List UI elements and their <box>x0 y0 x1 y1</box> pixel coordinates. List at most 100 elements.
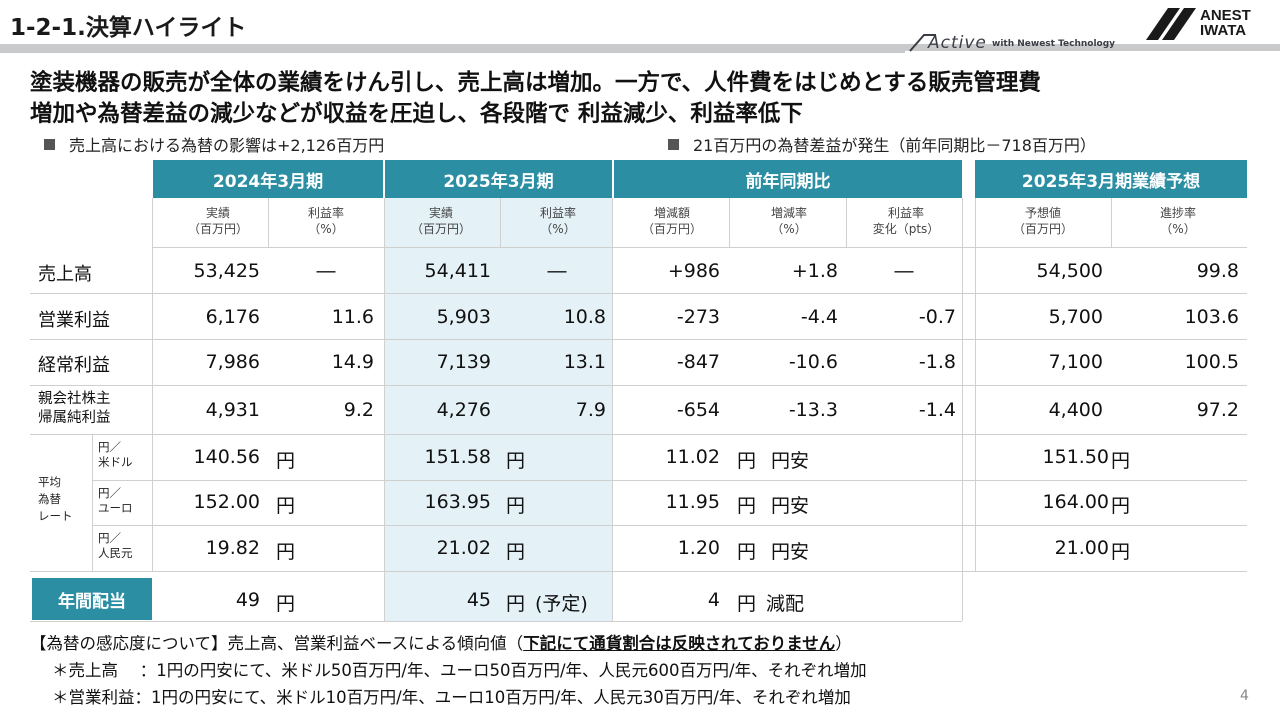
subheader-actual: 実績 （百万円） <box>393 205 489 237</box>
row-separator <box>30 621 962 622</box>
cell-mchg: -1.8 <box>918 351 956 373</box>
yen-unit: 円 <box>276 495 296 517</box>
row-label-net-income: 親会社株主 帰属純利益 <box>38 390 111 428</box>
col-separator <box>975 198 976 571</box>
subheader-margin-change: 利益率 変化（pts） <box>856 205 956 237</box>
row-separator <box>153 247 1247 248</box>
ccy-l1: 円／ <box>98 440 121 454</box>
col-separator <box>846 198 847 248</box>
logo-mark-icon <box>1146 8 1196 40</box>
header-divider <box>0 44 1280 51</box>
fx-label-l2: 為替 <box>38 492 61 506</box>
fx-chg: 11.02 <box>665 446 720 468</box>
subheader-change-rate: 増減率 （%） <box>741 205 837 237</box>
dividend-d24: 49 <box>235 589 260 611</box>
fx-r24: 19.82 <box>205 537 260 559</box>
row-label-sales: 売上高 <box>38 264 92 285</box>
headline-line2: 増加や為替差益の減少などが収益を圧迫し、各段階で 利益減少、利益率低下 <box>30 101 803 127</box>
row-label-operating-profit: 営業利益 <box>38 310 110 331</box>
row-separator <box>92 480 1247 481</box>
yen-unit: 円 <box>506 495 526 517</box>
header-forecast: 2025年3月期業績予想 <box>975 160 1247 198</box>
headline-line1: 塗装機器の販売が全体の業績をけん引し、売上高は増加。一方で、人件費をはじめとする… <box>30 70 1041 96</box>
fx-direction: 円安 <box>771 495 810 517</box>
cell-chg: -847 <box>676 351 720 373</box>
dividend-d25: 45 <box>466 589 491 611</box>
headline: 塗装機器の販売が全体の業績をけん引し、売上高は増加。一方で、人件費をはじめとする… <box>30 68 1270 130</box>
cell-fc: 7,100 <box>1048 351 1103 373</box>
col-separator <box>268 198 269 248</box>
dividend-label: 年間配当 <box>32 578 152 620</box>
cell-mchg: ― <box>894 260 914 282</box>
fy2025-column-shade <box>385 198 612 621</box>
subheader-change: 増減額 （百万円） <box>624 205 720 237</box>
cell-m24: 14.9 <box>331 351 374 373</box>
ccy-l1: 円／ <box>98 531 121 545</box>
sub-l2: （百万円） <box>1012 222 1073 236</box>
sub-l1: 増減額 <box>653 206 690 220</box>
cell-chg: +986 <box>667 260 720 282</box>
cell-m24: ― <box>316 260 336 282</box>
sub-l2: （%） <box>771 222 807 236</box>
sub-l2: 変化（pts） <box>872 222 940 236</box>
footnote-sales: ＊売上高 ：1円の円安にて、米ドル50百万円/年、ユーロ50百万円/年、人民元6… <box>52 661 867 680</box>
cell-mchg: -1.4 <box>918 399 956 421</box>
cell-a24: 6,176 <box>205 306 260 328</box>
col-separator <box>962 198 963 621</box>
bullet-square-icon <box>44 139 55 150</box>
header-divider-lower <box>0 51 905 53</box>
sub-l2: （%） <box>308 222 344 236</box>
cell-a25: 7,139 <box>436 351 491 373</box>
cell-m24: 9.2 <box>343 399 374 421</box>
subheader-progress: 進捗率 （%） <box>1130 205 1226 237</box>
subheader-actual: 実績 （百万円） <box>170 205 266 237</box>
header-fy2024: 2024年3月期 <box>153 160 383 198</box>
fx-fc: 21.00 <box>1054 537 1109 559</box>
fx-label-l1: 平均 <box>38 475 61 489</box>
row-label-l2: 帰属純利益 <box>38 410 111 426</box>
fx-chg: 1.20 <box>677 537 720 559</box>
cell-m25: 13.1 <box>563 351 606 373</box>
tagline-active: Active <box>928 33 987 53</box>
sub-l2: （百万円） <box>410 222 471 236</box>
col-separator <box>500 198 501 248</box>
bullet-fx-gain: 21百万円の為替差益が発生（前年同期比－718百万円） <box>668 132 1096 156</box>
col-separator <box>384 198 385 621</box>
cell-fc: 4,400 <box>1048 399 1103 421</box>
yen-unit: 円 <box>506 450 526 472</box>
sub-l1: 実績 <box>428 206 453 220</box>
cell-a24: 53,425 <box>193 260 260 282</box>
col-separator <box>92 435 93 571</box>
bullet-square-icon <box>668 139 679 150</box>
subheader-margin: 利益率 （%） <box>510 205 606 237</box>
footnote-bold: 下記にて通貨割合は反映されておりません <box>523 634 836 653</box>
ccy-cny: 円／ 人民元 <box>98 531 133 561</box>
subheader-margin: 利益率 （%） <box>278 205 374 237</box>
fx-r24: 152.00 <box>193 491 260 513</box>
subheader-forecast: 予想値 （百万円） <box>995 205 1091 237</box>
cell-mchg: -0.7 <box>918 306 956 328</box>
col-separator <box>1111 198 1112 248</box>
page-title: 1-2-1.決算ハイライト <box>10 15 247 41</box>
cell-fc: 54,500 <box>1036 260 1103 282</box>
fx-r25: 151.58 <box>424 446 491 468</box>
logo-text: ANEST IWATA <box>1200 8 1251 38</box>
tagline: Active with Newest Technology <box>908 33 1120 53</box>
ccy-l1: 円／ <box>98 486 121 500</box>
company-logo <box>1146 6 1276 42</box>
row-separator <box>30 293 1247 294</box>
cell-a25: 4,276 <box>436 399 491 421</box>
cell-prog: 103.6 <box>1184 306 1239 328</box>
fx-r25: 163.95 <box>424 491 491 513</box>
cell-chg: -273 <box>676 306 720 328</box>
ccy-l2: 人民元 <box>98 546 133 560</box>
cell-rate: +1.8 <box>791 260 838 282</box>
page-number: 4 <box>1240 688 1249 704</box>
cell-prog: 99.8 <box>1196 260 1239 282</box>
sub-l1: 進捗率 <box>1159 206 1196 220</box>
row-separator <box>30 339 1247 340</box>
yen-unit: 円 <box>737 541 757 563</box>
yen-unit: 円 <box>276 450 296 472</box>
cell-m25: 7.9 <box>575 399 606 421</box>
cell-a25: 5,903 <box>436 306 491 328</box>
